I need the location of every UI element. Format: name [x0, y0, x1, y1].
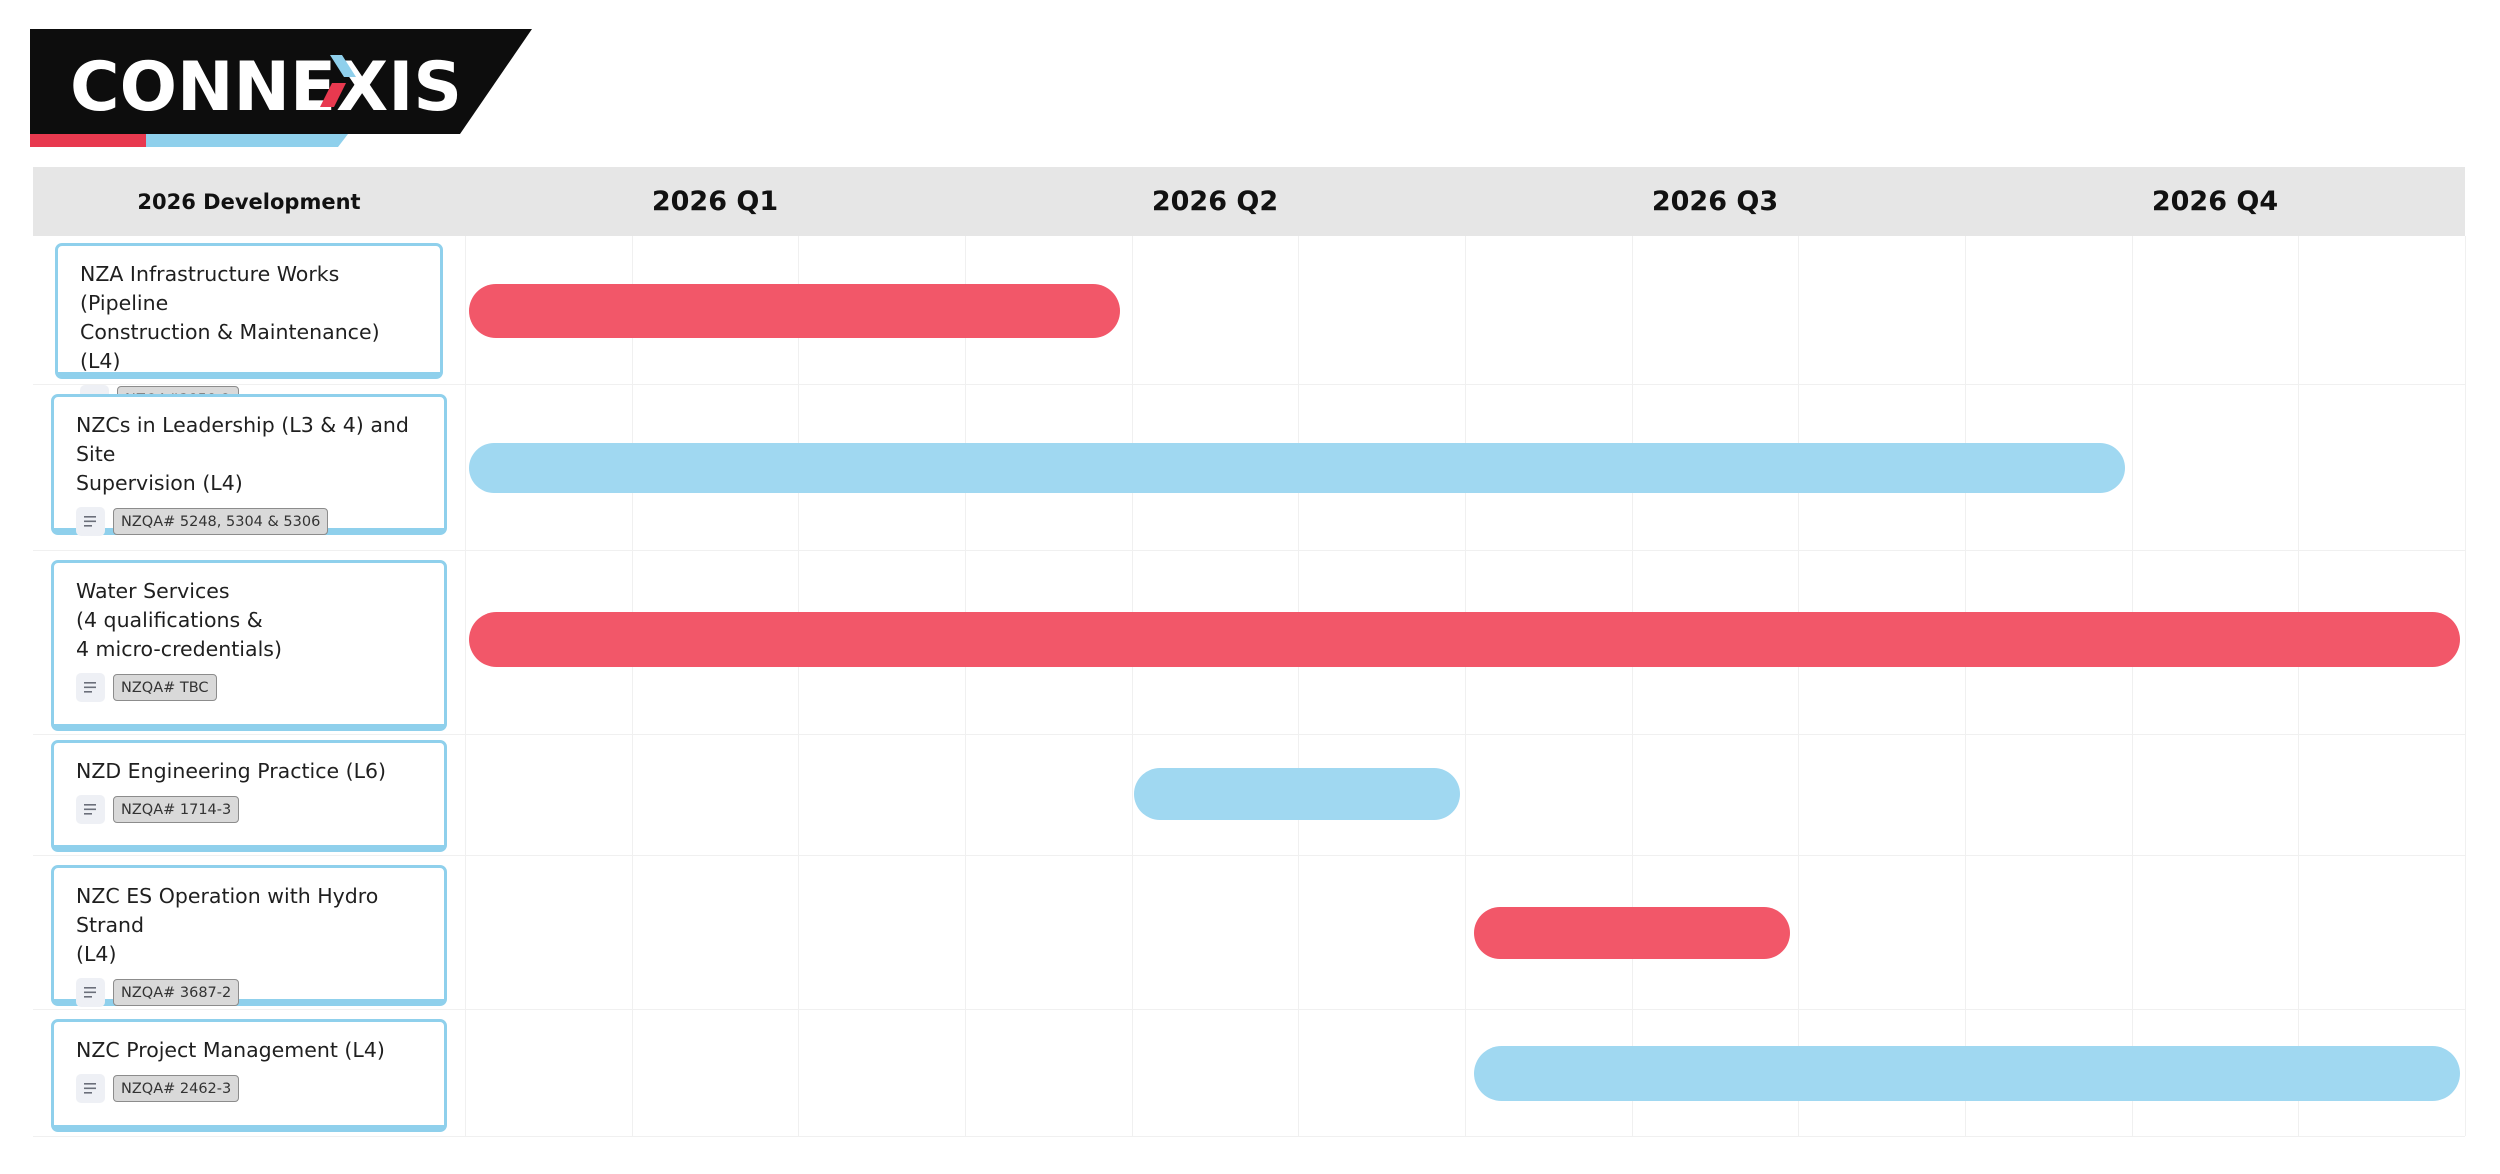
grid-line [465, 236, 466, 1136]
task-card[interactable]: NZCs in Leadership (L3 & 4) and Site Sup… [51, 394, 447, 536]
gantt-header: 2026 Development 2026 Q1 2026 Q2 2026 Q3… [33, 167, 2465, 236]
task-card[interactable]: Water Services (4 qualifications & 4 mic… [51, 560, 447, 731]
timeline-bar[interactable] [1474, 1046, 2460, 1101]
timeline-bar[interactable] [1134, 768, 1460, 820]
timeline-bar[interactable] [469, 443, 2125, 493]
notes-lines-icon[interactable] [76, 507, 105, 536]
notes-lines-icon[interactable] [76, 673, 105, 702]
quarter-q2: 2026 Q2 [1151, 186, 1279, 217]
task-card[interactable]: NZA Infrastructure Works (Pipeline Const… [55, 243, 443, 414]
nzqa-tag[interactable]: NZQA# 5248, 5304 & 5306 [113, 508, 329, 535]
grid-line [631, 236, 633, 1136]
task-meta: NZQA# 2462-3 [76, 1074, 422, 1103]
row-divider [33, 550, 2465, 551]
task-title: NZA Infrastructure Works (Pipeline Const… [80, 262, 380, 373]
task-title: NZCs in Leadership (L3 & 4) and Site Sup… [76, 413, 409, 495]
grid-line [1131, 236, 1133, 1136]
row-divider [33, 734, 2465, 735]
quarter-q3: 2026 Q3 [1651, 186, 1779, 217]
grid-line [1798, 236, 1800, 1136]
grid-line [965, 236, 966, 1136]
quarter-q1: 2026 Q1 [651, 186, 779, 217]
task-card[interactable]: NZD Engineering Practice (L6) NZQA# 1714-… [51, 740, 447, 852]
notes-lines-icon[interactable] [76, 978, 105, 1007]
quarter-q4: 2026 Q4 [2151, 186, 2279, 217]
row-divider [33, 1009, 2465, 1010]
grid-line [1298, 236, 1300, 1136]
grid-line [798, 236, 800, 1136]
task-meta: NZQA# 1714-3 [76, 795, 422, 824]
task-meta: NZQA# 3687-2 [76, 978, 422, 1007]
task-title: Water Services (4 qualifications & 4 mic… [76, 579, 282, 661]
task-card[interactable]: NZC Project Management (L4) NZQA# 2462-3 [51, 1019, 447, 1132]
timeline-bar[interactable] [469, 284, 1120, 338]
grid-line [1631, 236, 1633, 1136]
timeline-bar[interactable] [469, 612, 2460, 667]
grid-line [2465, 236, 2466, 1136]
grid-line [2131, 236, 2133, 1136]
timeline-bar[interactable] [1474, 907, 1790, 959]
row-divider [33, 1136, 2465, 1137]
grid-line [2298, 236, 2300, 1136]
task-title: NZC ES Operation with Hydro Strand (L4) [76, 884, 379, 966]
logo-wordmark: CONNEXIS [70, 48, 462, 127]
row-divider [33, 384, 2465, 385]
nzqa-tag[interactable]: NZQA# 3687-2 [113, 979, 240, 1006]
notes-lines-icon[interactable] [76, 795, 105, 824]
task-meta: NZQA# 5248, 5304 & 5306 [76, 507, 422, 536]
grid-line [1965, 236, 1966, 1136]
nzqa-tag[interactable]: NZQA# 1714-3 [113, 796, 240, 823]
task-title: NZD Engineering Practice (L6) [76, 759, 387, 783]
task-title: NZC Project Management (L4) [76, 1038, 385, 1062]
task-meta: NZQA# TBC [76, 673, 422, 702]
nzqa-tag[interactable]: NZQA# 2462-3 [113, 1075, 240, 1102]
header-label: 2026 Development [137, 189, 361, 214]
row-divider [33, 855, 2465, 856]
notes-lines-icon[interactable] [76, 1074, 105, 1103]
grid-line [1465, 236, 1466, 1136]
gantt-chart: 2026 Development 2026 Q1 2026 Q2 2026 Q3… [33, 167, 2466, 1137]
connexis-logo: CONNEXIS [30, 29, 532, 149]
task-card[interactable]: NZC ES Operation with Hydro Strand (L4) N… [51, 865, 447, 1007]
nzqa-tag[interactable]: NZQA# TBC [113, 674, 217, 701]
